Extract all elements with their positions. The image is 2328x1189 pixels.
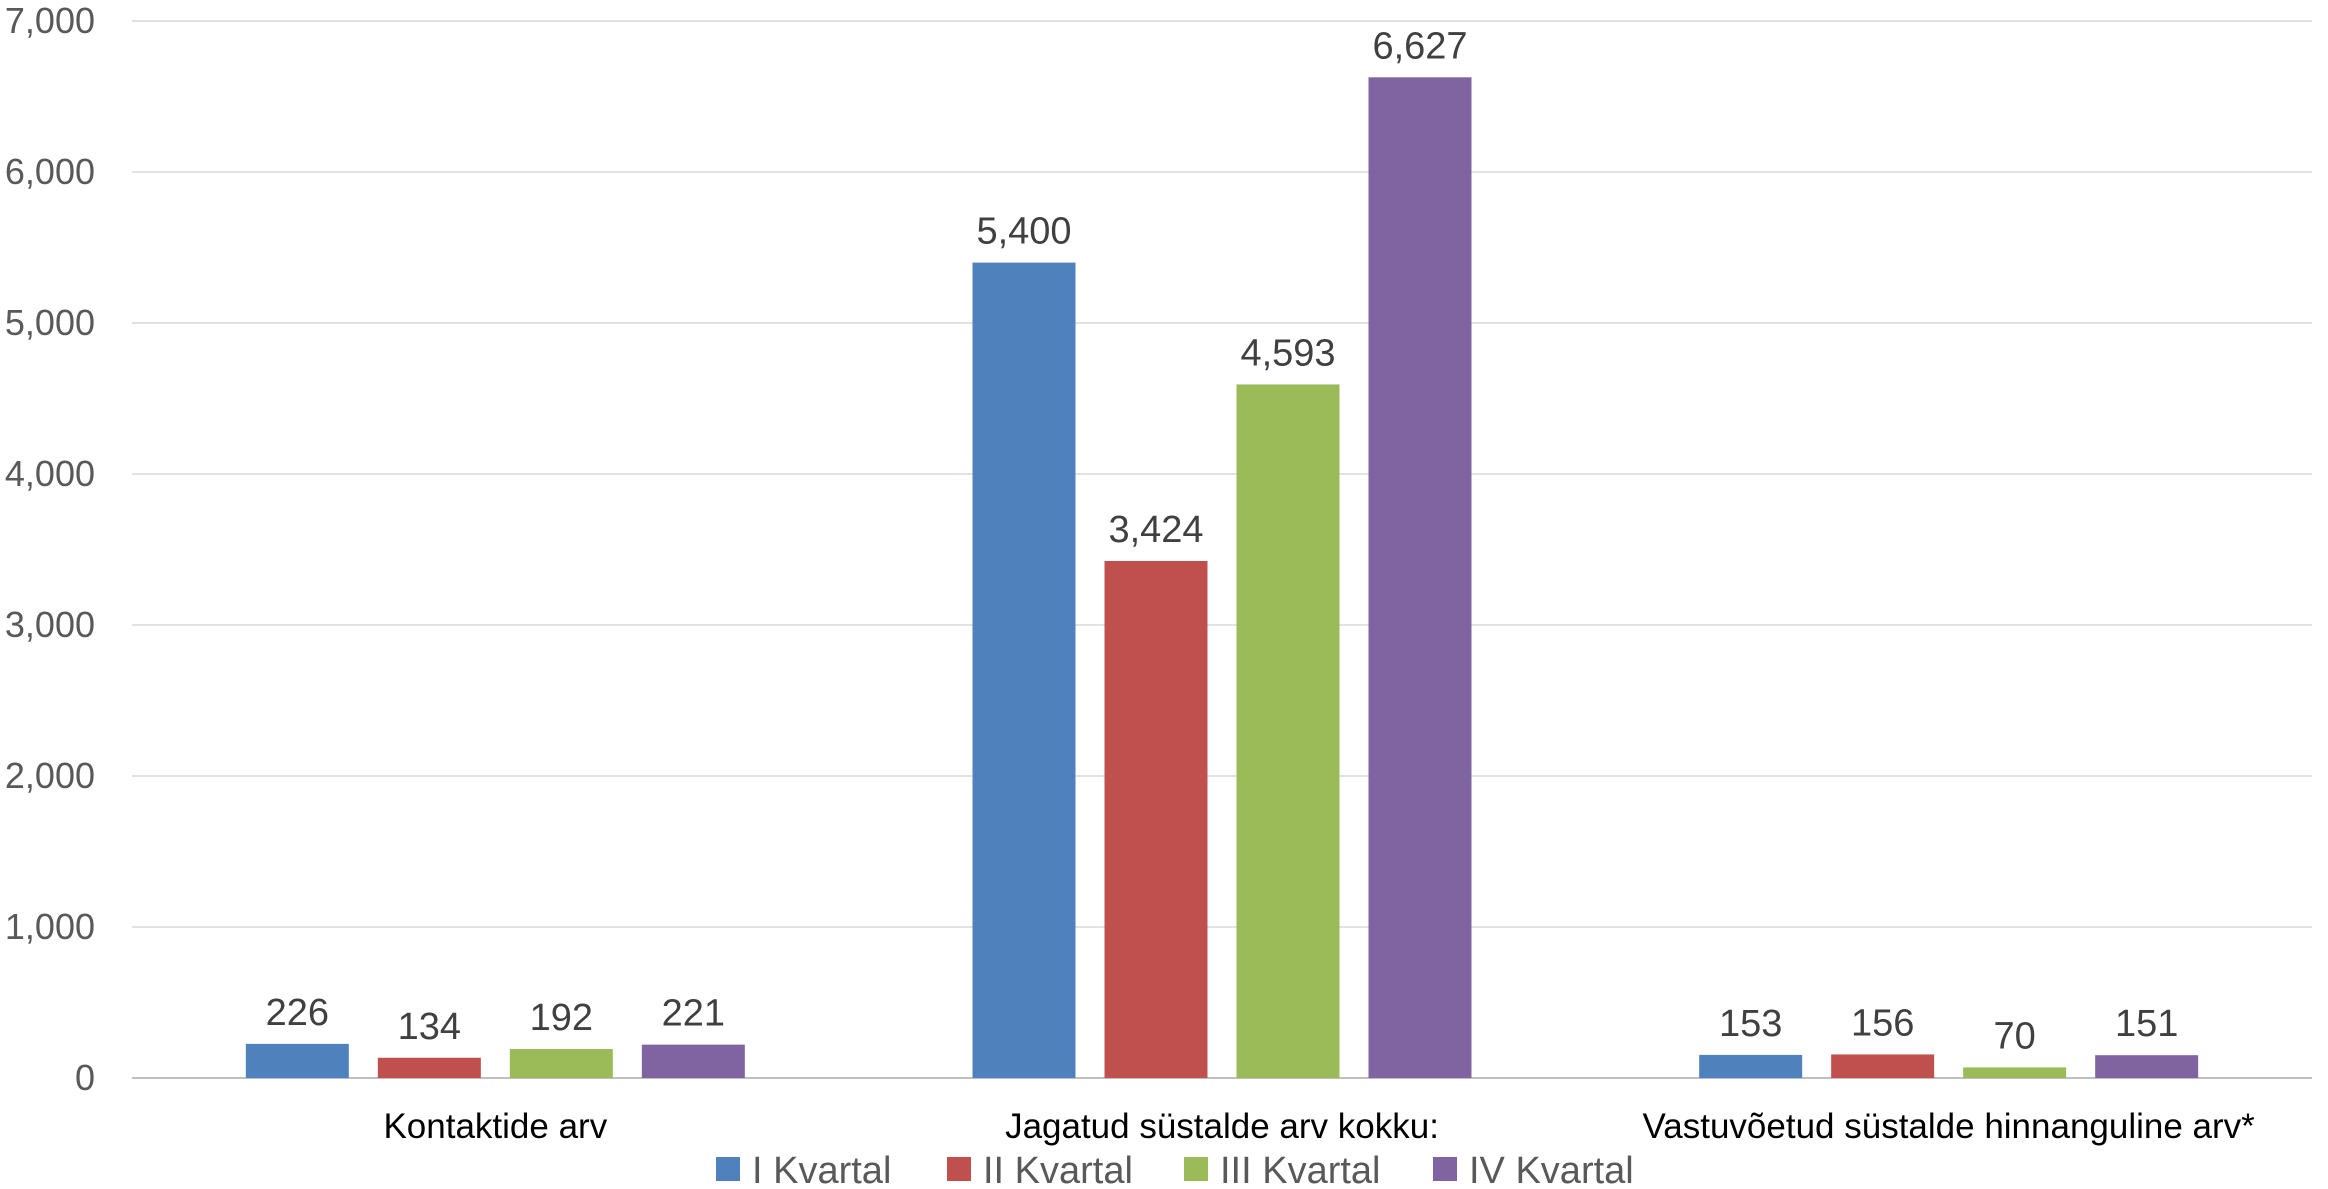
y-tick-label: 0: [75, 1057, 95, 1098]
y-tick-label: 7,000: [5, 0, 95, 41]
data-label: 3,424: [1108, 509, 1203, 551]
y-tick-label: 1,000: [5, 906, 95, 947]
data-label: 6,627: [1372, 25, 1467, 67]
bar: [2095, 1055, 2199, 1078]
legend-label: II Kvartal: [983, 1150, 1133, 1189]
bar: [1104, 560, 1208, 1078]
data-label: 153: [1719, 1003, 1782, 1045]
bar: [1368, 77, 1472, 1078]
data-label: 226: [266, 992, 329, 1034]
bar: [509, 1049, 613, 1078]
gridlines: [132, 20, 2312, 1079]
bar: [1831, 1054, 1935, 1078]
bar: [377, 1057, 481, 1078]
y-axis-ticks: 0 1,000 2,000 3,000 4,000 5,000 6,000 7,000: [5, 0, 95, 1098]
bar: [641, 1044, 745, 1078]
legend: I Kvartal II Kvartal III Kvartal IV Kvartal: [716, 1150, 1634, 1189]
data-label: 151: [2115, 1003, 2178, 1045]
y-tick-label: 3,000: [5, 604, 95, 645]
data-label: 221: [662, 993, 725, 1035]
x-category-label: Kontaktide arv: [383, 1107, 607, 1146]
legend-swatch: [1184, 1157, 1208, 1181]
data-label: 192: [530, 997, 593, 1039]
bar: [1699, 1054, 1803, 1078]
bar: [245, 1043, 349, 1078]
y-tick-label: 4,000: [5, 453, 95, 494]
x-category-label: Vastuvõetud süstalde hinnanguline arv*: [1643, 1107, 2256, 1146]
bar: [1236, 384, 1340, 1078]
data-label: 70: [1994, 1015, 2036, 1057]
bar: [1963, 1067, 2067, 1078]
data-label: 4,593: [1240, 332, 1335, 374]
x-category-label: Jagatud süstalde arv kokku:: [1005, 1107, 1439, 1146]
bar: [972, 262, 1076, 1079]
legend-label: III Kvartal: [1220, 1150, 1381, 1189]
legend-swatch: [947, 1157, 971, 1181]
y-tick-label: 5,000: [5, 302, 95, 343]
legend-label: I Kvartal: [752, 1150, 891, 1189]
y-tick-label: 2,000: [5, 755, 95, 796]
legend-swatch: [1433, 1157, 1457, 1181]
legend-label: IV Kvartal: [1469, 1150, 1634, 1189]
data-label: 134: [398, 1006, 461, 1048]
y-tick-label: 6,000: [5, 151, 95, 192]
x-axis-categories: Kontaktide arv Jagatud süstalde arv kokku…: [383, 1107, 2255, 1146]
data-label: 5,400: [976, 211, 1071, 253]
data-label: 156: [1851, 1002, 1914, 1044]
bars: [245, 77, 2199, 1079]
legend-swatch: [716, 1157, 740, 1181]
data-labels: 226 134 192 221 5,400 3,424 4,593 6,627 153 156 70…: [266, 25, 2179, 1057]
